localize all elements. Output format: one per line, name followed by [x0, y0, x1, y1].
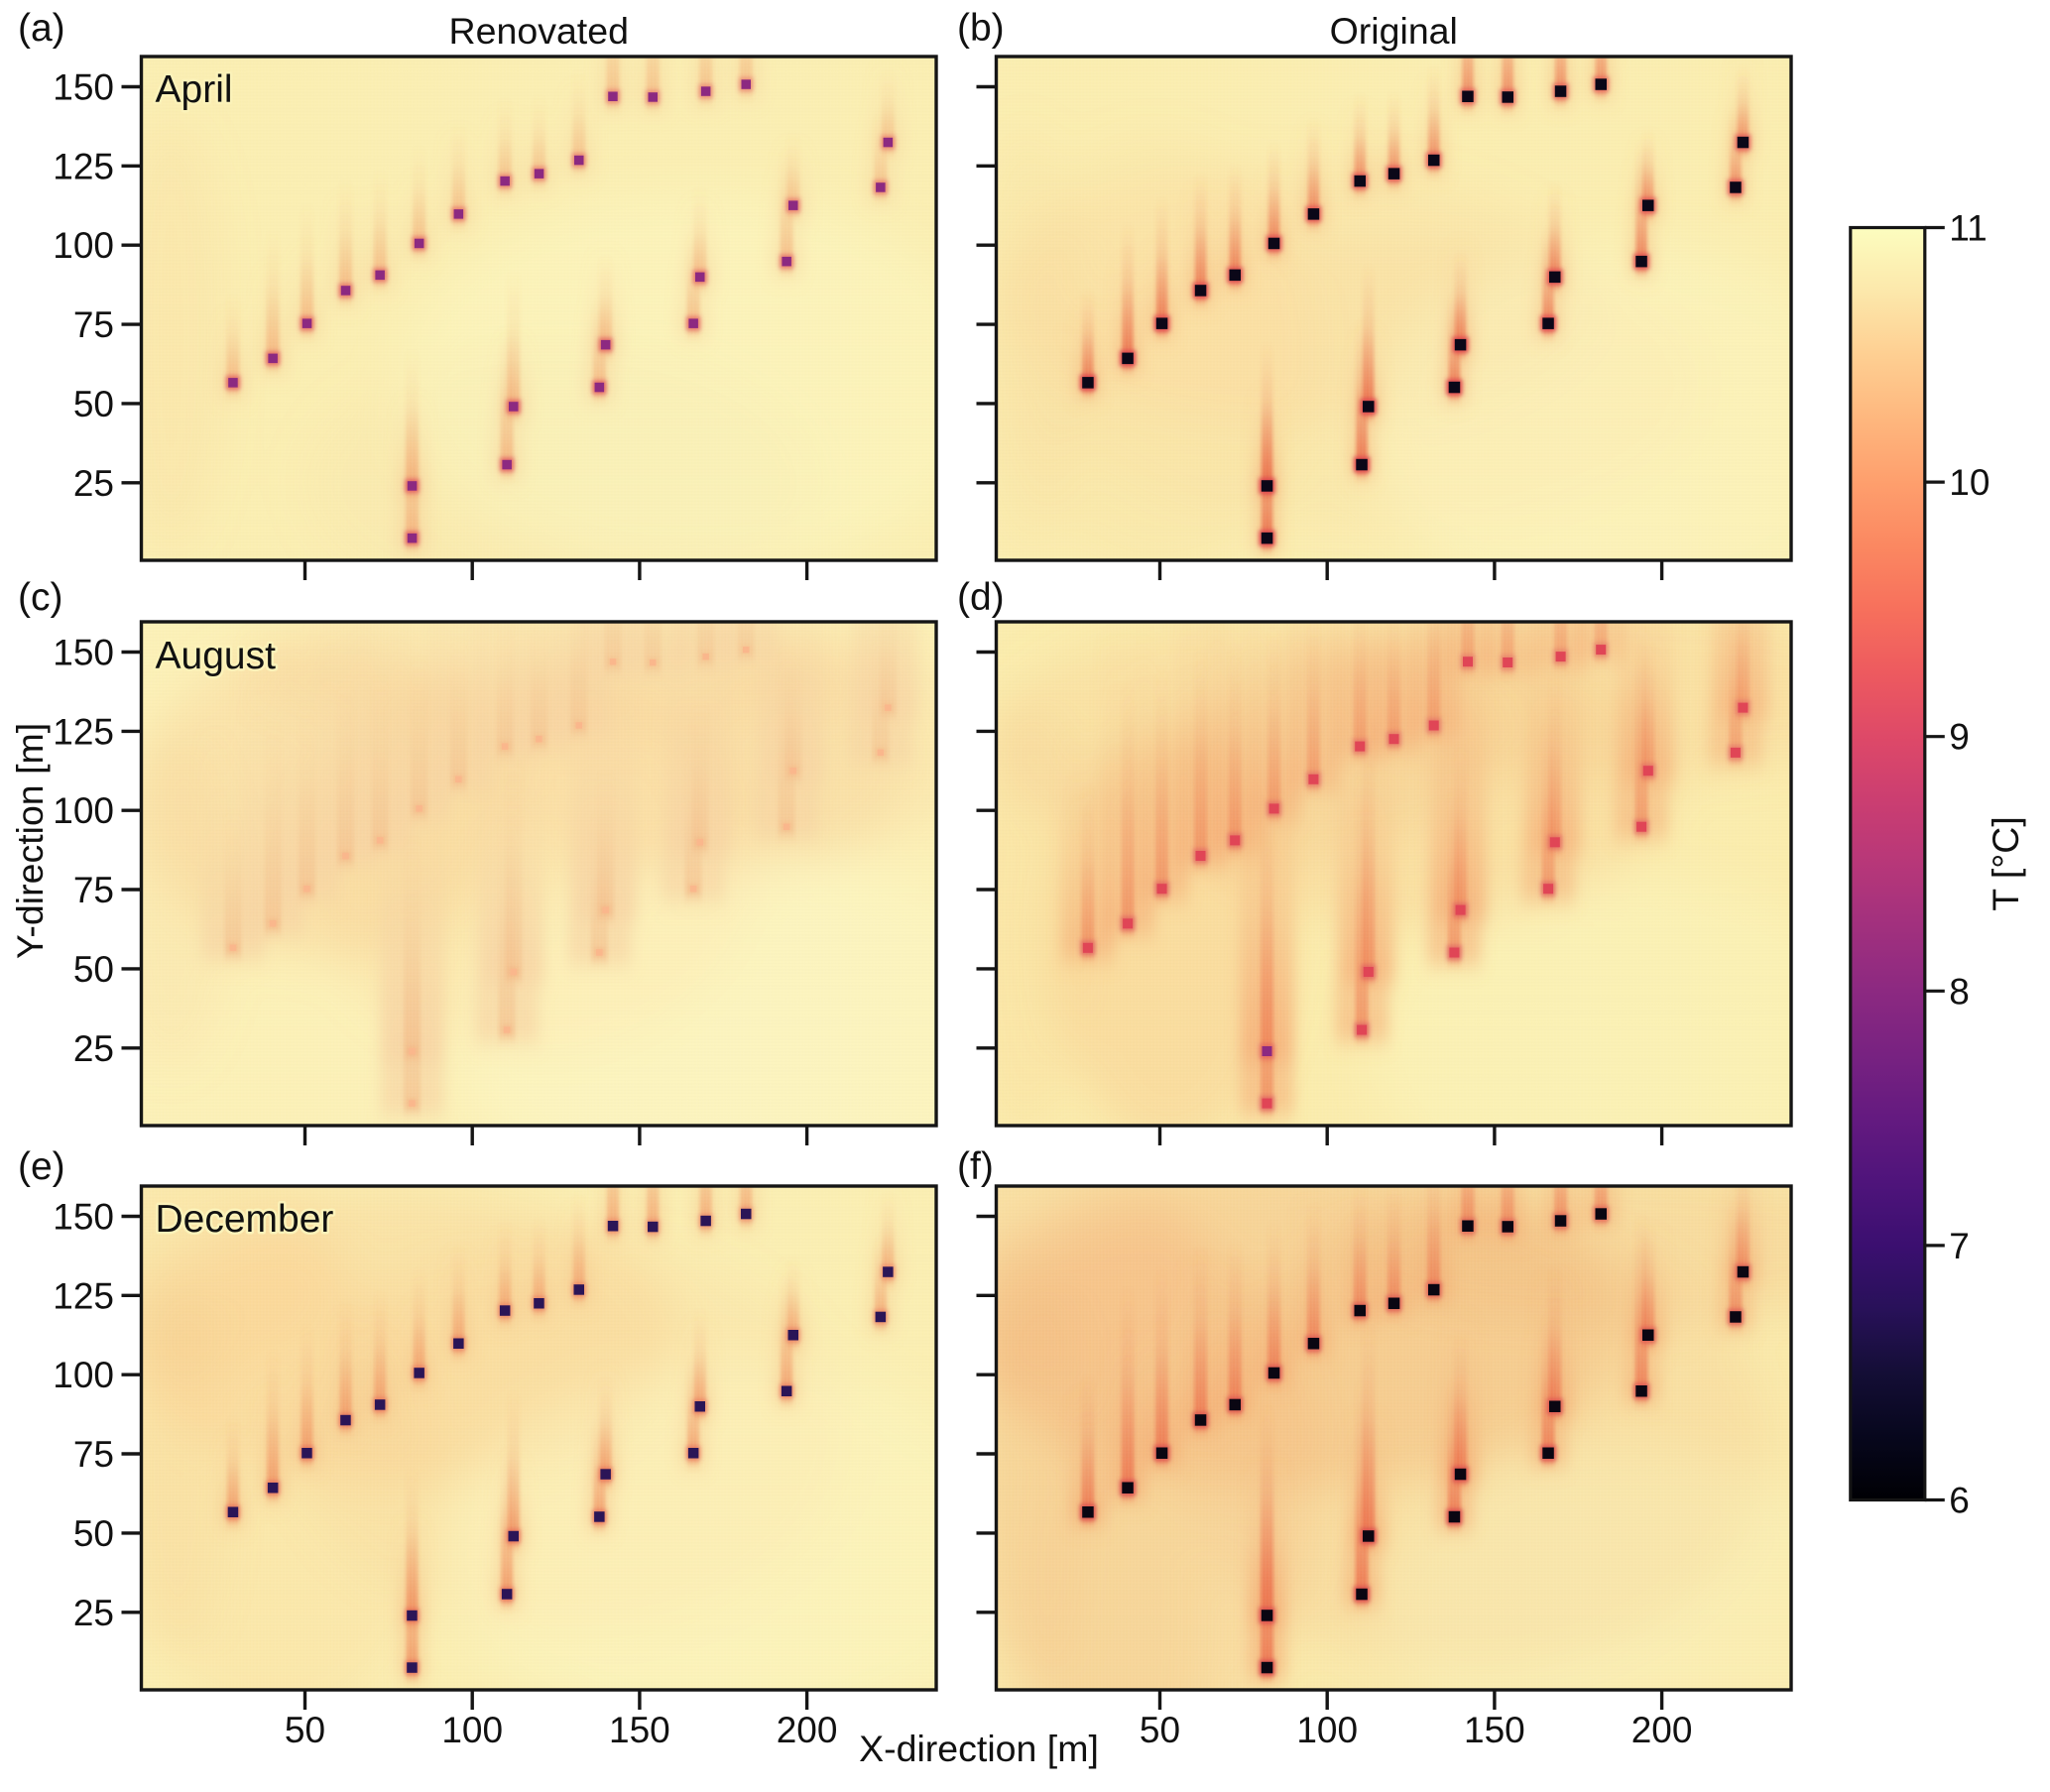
svg-text:75: 75 [73, 304, 114, 345]
svg-text:X-direction [m]: X-direction [m] [859, 1728, 1099, 1769]
svg-text:200: 200 [777, 1710, 838, 1750]
svg-text:7: 7 [1949, 1226, 1970, 1266]
svg-text:(c): (c) [18, 576, 62, 619]
svg-text:10: 10 [1949, 462, 1990, 503]
svg-text:(f): (f) [957, 1145, 994, 1188]
svg-text:Original: Original [1330, 10, 1458, 52]
svg-text:50: 50 [285, 1710, 325, 1750]
svg-text:8: 8 [1949, 971, 1970, 1012]
svg-text:100: 100 [53, 225, 114, 266]
svg-text:150: 150 [53, 1197, 114, 1238]
svg-text:100: 100 [53, 1355, 114, 1395]
svg-text:11: 11 [1949, 208, 1987, 249]
svg-text:50: 50 [73, 949, 114, 990]
svg-text:125: 125 [53, 711, 114, 752]
svg-text:Y-direction [m]: Y-direction [m] [9, 723, 51, 959]
svg-text:125: 125 [53, 1275, 114, 1316]
svg-text:50: 50 [73, 384, 114, 424]
svg-text:6: 6 [1949, 1481, 1970, 1521]
svg-text:150: 150 [53, 633, 114, 673]
svg-text:25: 25 [73, 1028, 114, 1069]
svg-text:50: 50 [1140, 1710, 1180, 1750]
svg-text:25: 25 [73, 1593, 114, 1633]
svg-text:50: 50 [73, 1513, 114, 1554]
svg-text:(e): (e) [18, 1145, 65, 1188]
svg-text:125: 125 [53, 146, 114, 186]
svg-text:T [°C]: T [°C] [1985, 816, 2026, 911]
svg-text:150: 150 [53, 67, 114, 108]
svg-text:December: December [156, 1198, 334, 1241]
svg-text:150: 150 [1464, 1710, 1525, 1750]
svg-text:75: 75 [73, 870, 114, 910]
svg-text:100: 100 [1296, 1710, 1358, 1750]
svg-text:(d): (d) [957, 576, 1005, 619]
svg-text:100: 100 [53, 790, 114, 831]
svg-text:August: August [156, 635, 277, 677]
svg-text:(b): (b) [957, 7, 1005, 50]
svg-text:April: April [156, 68, 233, 111]
svg-text:9: 9 [1949, 717, 1970, 758]
svg-text:Renovated: Renovated [449, 10, 629, 52]
svg-text:200: 200 [1631, 1710, 1693, 1750]
svg-text:75: 75 [73, 1434, 114, 1475]
svg-text:100: 100 [441, 1710, 503, 1750]
svg-text:(a): (a) [18, 7, 65, 50]
svg-text:25: 25 [73, 463, 114, 504]
svg-text:150: 150 [609, 1710, 670, 1750]
